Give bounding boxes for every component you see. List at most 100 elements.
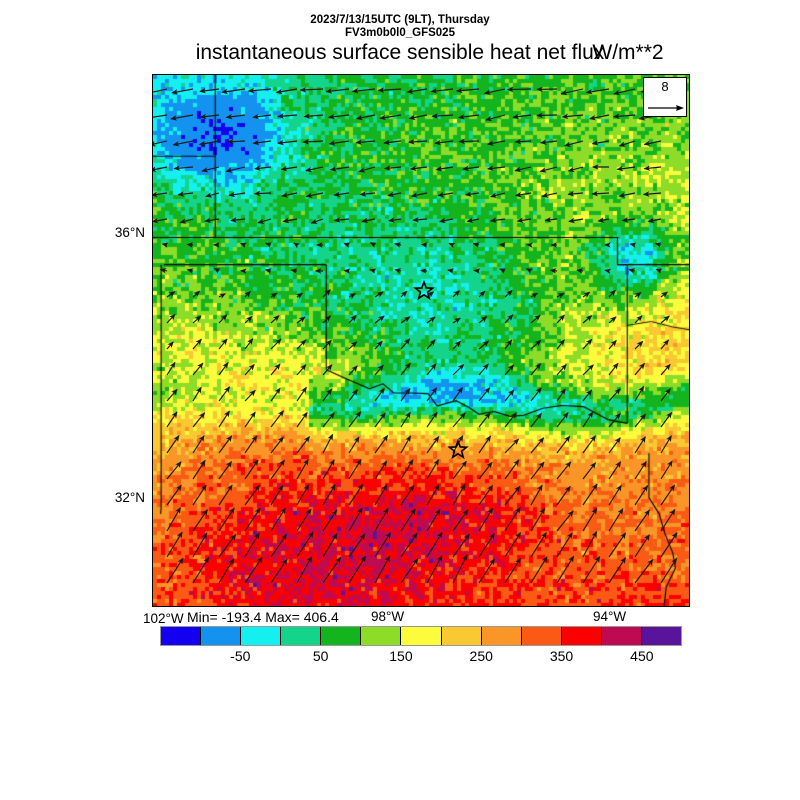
wind-vector xyxy=(343,242,351,248)
wind-vector xyxy=(270,363,281,376)
wind-vector xyxy=(634,558,654,584)
wind-vector xyxy=(530,363,542,376)
wind-vector xyxy=(478,363,489,376)
wind-vector xyxy=(408,114,428,121)
wind-vector xyxy=(660,411,673,428)
wind-vector xyxy=(634,534,650,558)
colorbar-swatch xyxy=(321,627,362,645)
wind-vector xyxy=(567,166,584,173)
wind-vector xyxy=(296,555,313,584)
wind-vector xyxy=(400,459,414,480)
wind-vector xyxy=(643,165,662,171)
wind-vector xyxy=(400,484,415,506)
wind-vector xyxy=(374,340,383,350)
wind-vector xyxy=(455,87,480,94)
wind-vector xyxy=(539,166,558,173)
wind-vector xyxy=(452,290,460,298)
wind-vector xyxy=(387,191,402,198)
station-star-marker xyxy=(413,279,435,301)
wind-vector xyxy=(153,88,168,95)
wind-vector xyxy=(420,268,428,274)
wind-vector xyxy=(358,166,376,173)
wind-vector xyxy=(377,87,402,93)
wind-vector xyxy=(447,268,455,274)
wind-vector xyxy=(406,88,428,94)
wind-vector xyxy=(561,113,584,120)
wind-vector xyxy=(462,165,480,172)
wind-vector xyxy=(199,113,220,120)
wind-vector xyxy=(608,289,616,298)
wind-vector xyxy=(582,555,601,584)
wind-vector xyxy=(400,532,418,558)
wind-vector xyxy=(239,242,247,248)
wind-vector xyxy=(275,88,298,95)
wind-vector xyxy=(166,313,176,324)
wind-vector xyxy=(426,436,440,454)
wind-vector xyxy=(465,191,480,197)
wind-vector xyxy=(530,556,548,584)
wind-vector xyxy=(556,532,573,558)
wind-vector xyxy=(270,507,286,532)
colorbar-swatch xyxy=(401,627,442,645)
wind-vector xyxy=(355,139,376,145)
wind-vector xyxy=(487,165,506,171)
wind-vector xyxy=(608,362,619,376)
wind-vector xyxy=(192,412,206,428)
wind-vector xyxy=(374,484,388,506)
wind-vector xyxy=(452,460,467,480)
wind-vector xyxy=(582,338,593,350)
wind-vector xyxy=(192,484,207,506)
wind-vector xyxy=(270,459,285,480)
wind-vector xyxy=(348,555,367,584)
wind-vector xyxy=(621,217,636,223)
wind-vector xyxy=(329,166,350,172)
wind-vector xyxy=(576,268,584,274)
wind-vector xyxy=(660,557,678,584)
wind-vector xyxy=(400,435,412,454)
wind-vector xyxy=(634,509,650,532)
wind-vector xyxy=(642,191,662,197)
wind-vector xyxy=(348,341,358,350)
wind-vector xyxy=(634,362,645,376)
wind-vector xyxy=(655,268,663,274)
lon-label-102w: 102°W xyxy=(143,611,184,626)
wind-vector xyxy=(608,339,617,350)
wind-vector xyxy=(426,339,436,350)
wind-vector xyxy=(244,290,251,298)
wind-vector xyxy=(374,460,388,480)
wind-vector xyxy=(504,459,520,480)
wind-vector xyxy=(201,166,220,173)
wind-vector xyxy=(556,363,567,376)
wind-vector xyxy=(426,531,443,558)
wind-vector xyxy=(634,315,643,324)
wind-vector xyxy=(166,411,178,428)
wind-vector xyxy=(244,556,263,584)
wind-vector xyxy=(452,412,466,428)
wind-vector xyxy=(153,166,168,172)
wind-vector xyxy=(166,435,180,454)
wind-vector xyxy=(582,483,598,506)
wind-vector xyxy=(582,435,596,454)
wind-vector xyxy=(544,216,558,223)
wind-vector xyxy=(296,316,306,324)
wind-vector xyxy=(322,412,335,428)
wind-vector xyxy=(582,507,598,532)
wind-vector xyxy=(514,166,532,173)
wind-vector xyxy=(296,411,308,428)
wind-vector xyxy=(504,314,514,324)
wind-vector xyxy=(296,339,307,350)
wind-vector xyxy=(499,268,507,274)
wind-vector xyxy=(369,242,377,248)
wind-vector xyxy=(530,314,541,324)
wind-vector xyxy=(530,437,545,454)
wind-vector xyxy=(452,317,461,324)
wind-vector xyxy=(634,413,647,428)
wind-vector xyxy=(556,435,571,454)
wind-vector xyxy=(660,363,671,376)
wind-vector xyxy=(478,484,493,506)
wind-vector xyxy=(322,339,332,350)
wind-vector xyxy=(634,291,642,299)
wind-vector xyxy=(556,292,565,299)
wind-vector xyxy=(660,532,678,558)
wind-vector xyxy=(204,217,220,224)
